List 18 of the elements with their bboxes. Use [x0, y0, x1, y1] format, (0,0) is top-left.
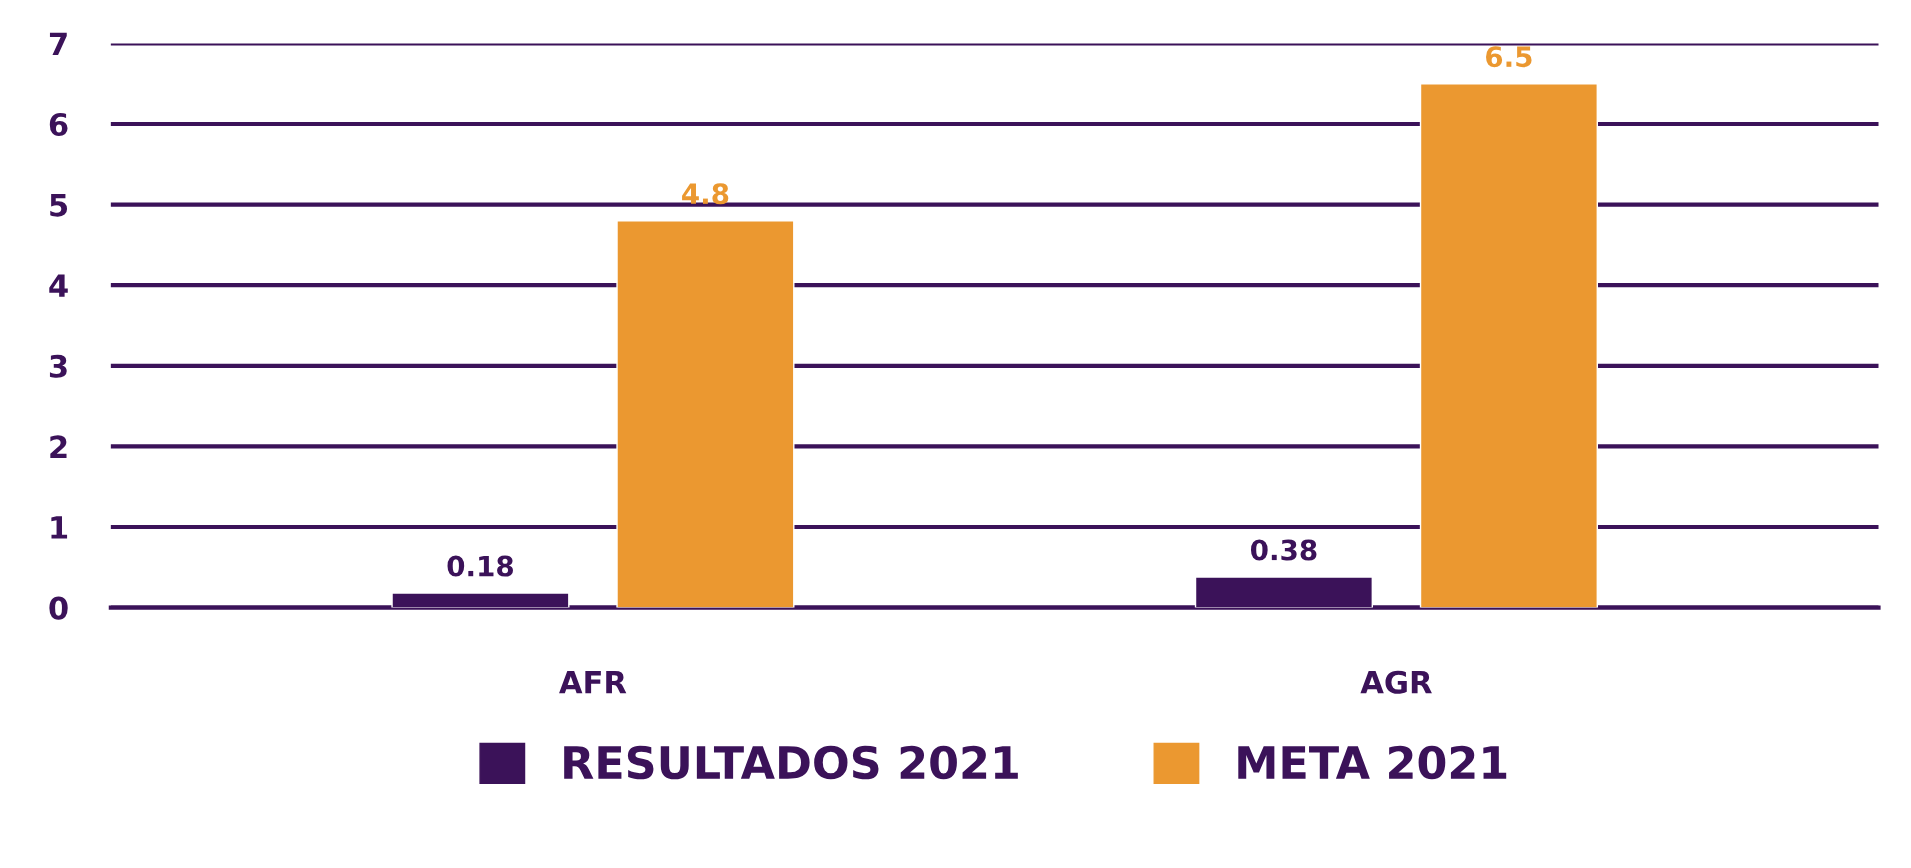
data-label: 4.8 — [682, 183, 729, 205]
y-tick-label: 5 — [50, 193, 68, 217]
y-tick-label: 3 — [49, 354, 67, 378]
x-tick-label: AGR — [1360, 670, 1432, 694]
y-tick-label: 2 — [50, 435, 67, 459]
y-tick-label: 1 — [51, 516, 68, 539]
bar — [616, 220, 795, 608]
y-tick-label: 6 — [49, 112, 68, 137]
y-tick-label: 7 — [49, 32, 67, 56]
y-tick-label: 4 — [49, 274, 68, 297]
data-label: 0.18 — [447, 555, 513, 577]
data-label: 0.38 — [1250, 539, 1317, 561]
legend-label: RESULTADOS 2021 — [564, 745, 1018, 780]
bar — [1419, 83, 1598, 608]
data-label: 6.5 — [1486, 46, 1532, 68]
x-tick-label: AFR — [559, 671, 627, 694]
legend-label: META 2021 — [1238, 745, 1507, 780]
y-tick-label: 0 — [49, 596, 68, 620]
